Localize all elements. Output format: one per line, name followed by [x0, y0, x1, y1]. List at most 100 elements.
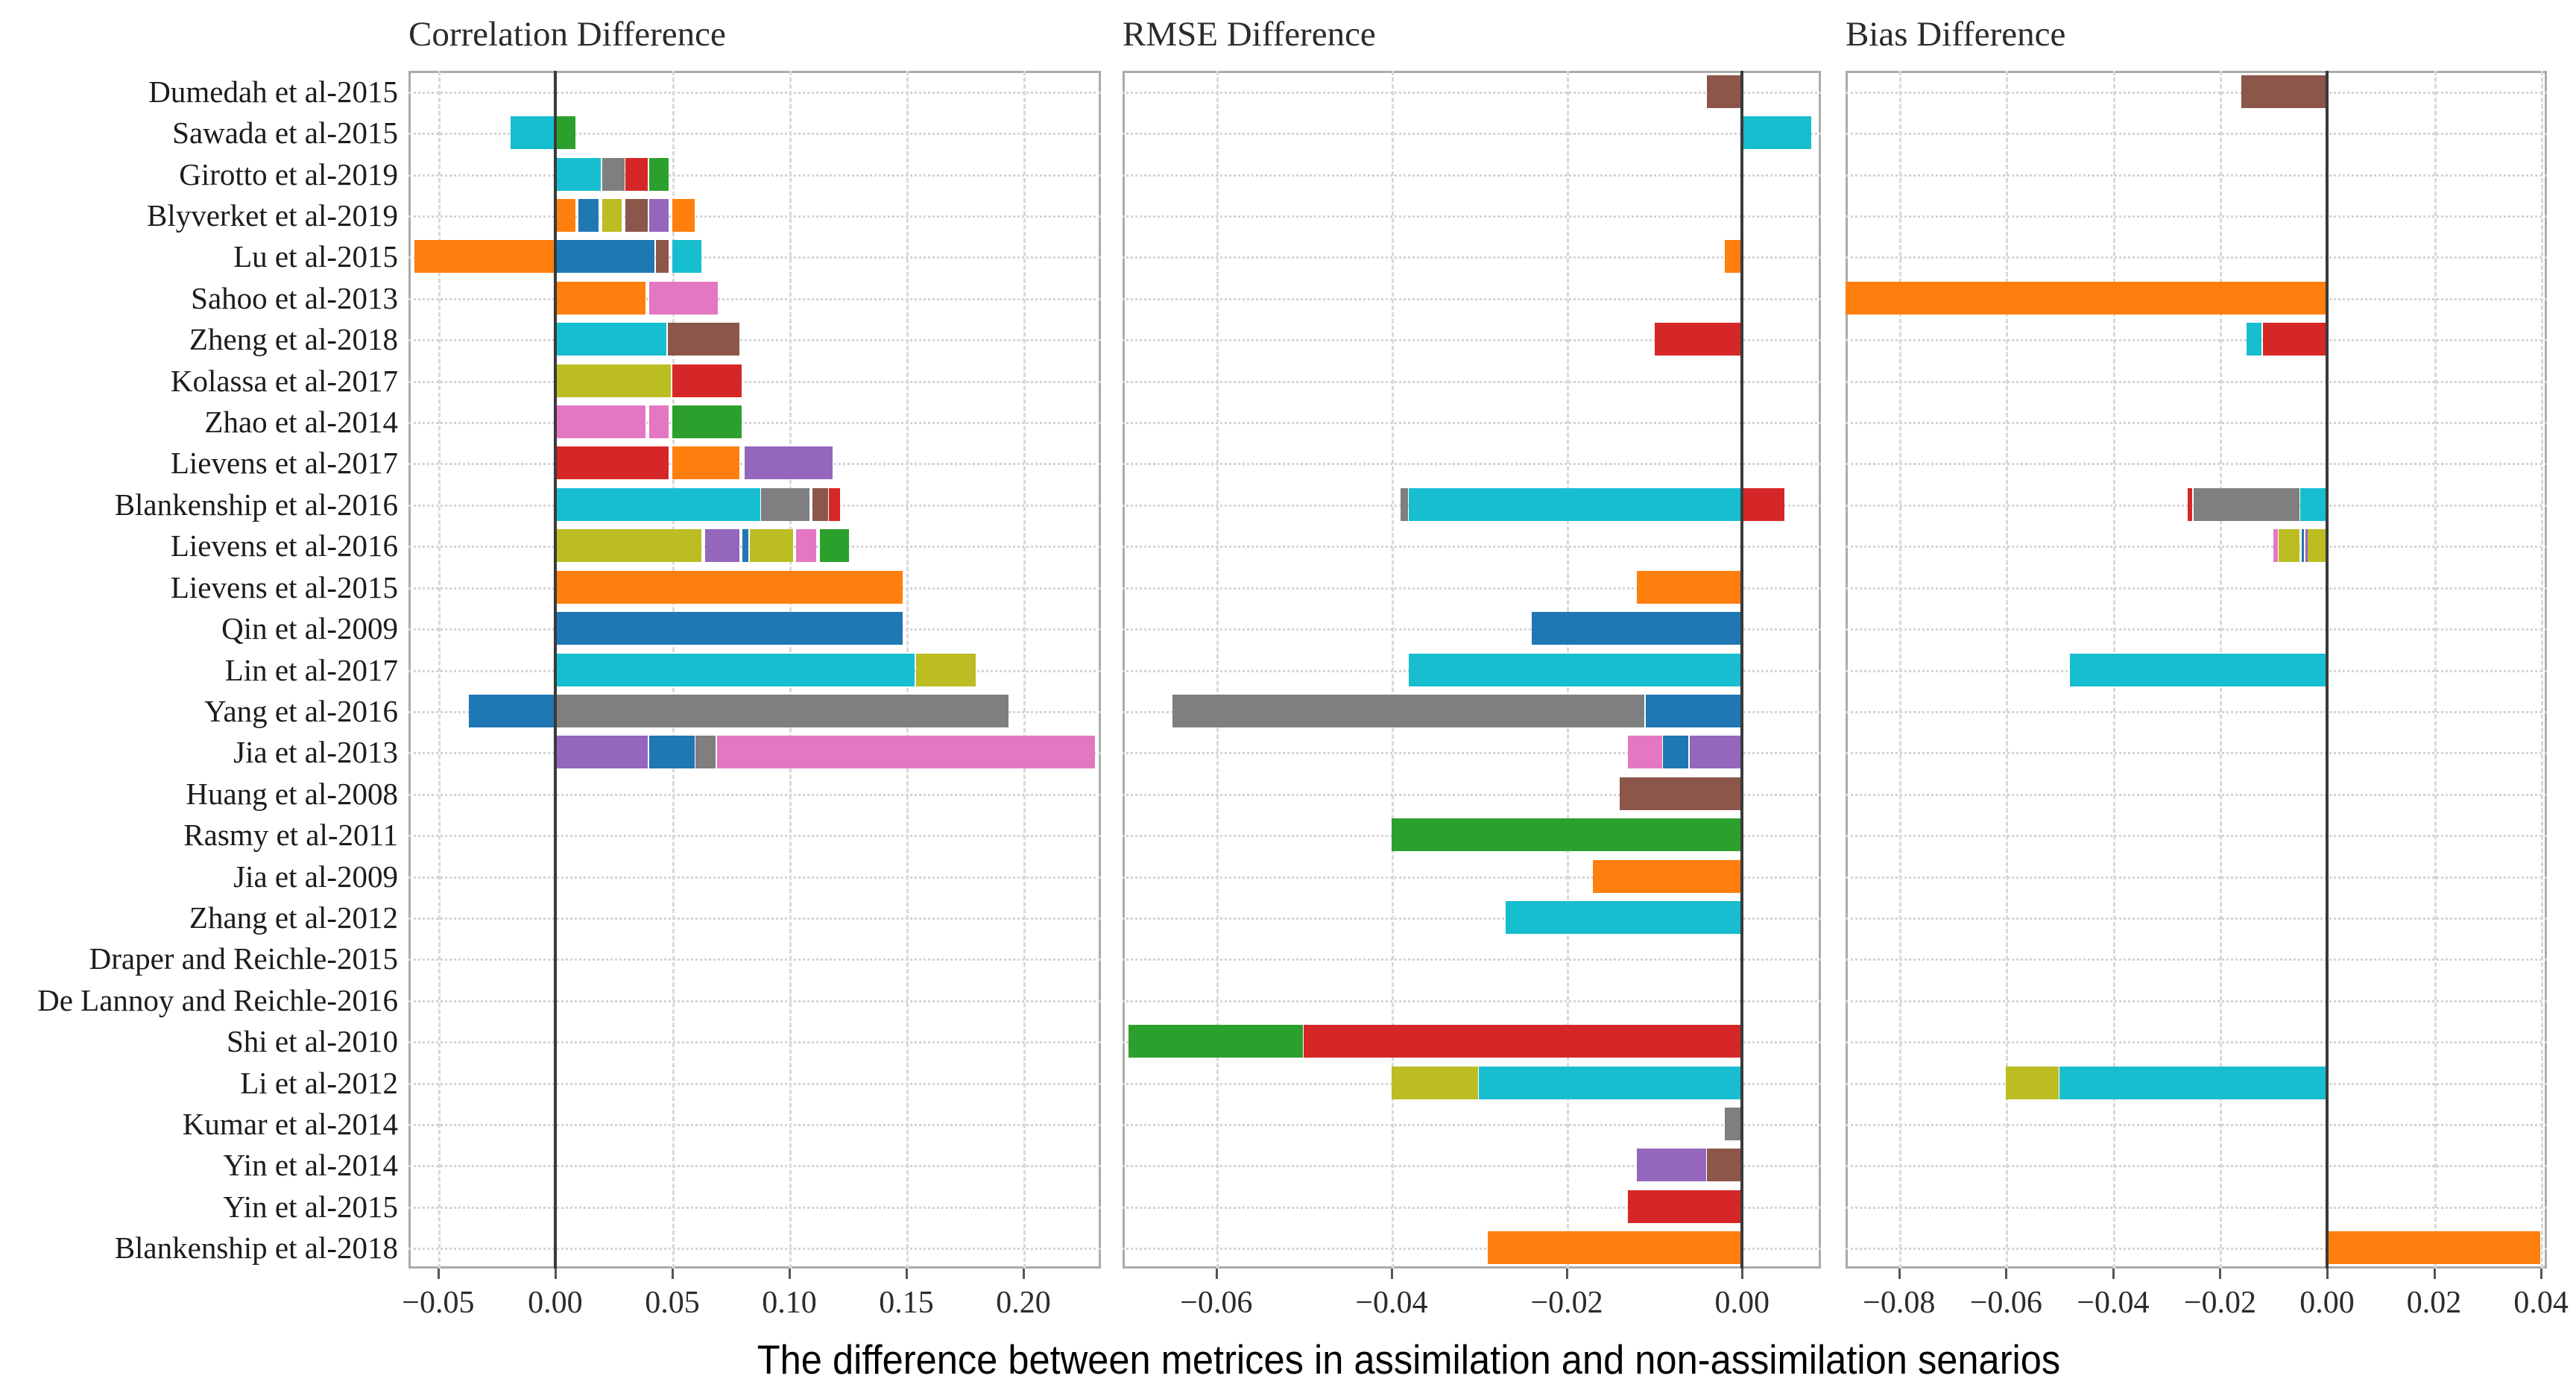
y-axis-label: Yang et al-2016: [203, 693, 398, 728]
bar-segment-correlation: [602, 198, 622, 232]
zero-line: [1740, 71, 1744, 1269]
row-gridline: [408, 1206, 1101, 1209]
row-gridline: [408, 380, 1101, 383]
row-gridline: [1123, 999, 1821, 1002]
bar-segment-correlation: [672, 198, 695, 232]
bar-segment-rmse: [1128, 1025, 1303, 1058]
row-gridline: [408, 835, 1101, 838]
bar-segment-rmse: [1391, 818, 1741, 852]
y-axis-label: Jia et al-2013: [233, 735, 398, 770]
bar-segment-bias: [2070, 653, 2326, 686]
row-gridline: [1846, 710, 2547, 713]
row-gridline: [408, 1082, 1101, 1085]
x-gridline: [2006, 71, 2009, 1269]
row-gridline: [1123, 133, 1821, 136]
x-tick-mark: [906, 1269, 908, 1279]
x-tick-mark: [1566, 1269, 1569, 1279]
bar-segment-correlation: [648, 198, 669, 232]
y-axis-label: Kumar et al-2014: [182, 1107, 398, 1142]
bar-segment-correlation: [812, 487, 828, 521]
x-tick-mark: [1741, 1269, 1744, 1279]
x-tick-label: −0.04: [2077, 1286, 2150, 1320]
row-gridline: [408, 917, 1101, 920]
bar-segment-bias: [1846, 281, 2326, 315]
row-gridline: [1123, 1248, 1821, 1251]
x-gridline: [1216, 71, 1219, 1269]
y-axis-label: Blyverket et al-2019: [146, 198, 398, 233]
x-tick-label: 0.05: [645, 1286, 700, 1320]
x-tick-mark: [1898, 1269, 1901, 1279]
row-gridline: [408, 958, 1101, 961]
x-tick-mark: [788, 1269, 791, 1279]
row-gridline: [1846, 628, 2547, 631]
bar-segment-correlation: [414, 240, 555, 274]
bar-segment-correlation: [555, 240, 655, 274]
y-axis-label: Blankenship et al-2016: [114, 487, 398, 522]
y-axis-label: Yin et al-2015: [223, 1189, 398, 1224]
bar-segment-rmse: [1409, 653, 1741, 686]
bar-segment-bias: [2273, 529, 2278, 563]
row-gridline: [1846, 1124, 2547, 1127]
zero-line: [553, 71, 557, 1269]
y-axis-label: Shi et al-2010: [226, 1024, 398, 1059]
bar-segment-correlation: [555, 157, 602, 191]
x-tick-label: 0.15: [879, 1286, 934, 1320]
bar-segment-rmse: [1172, 694, 1645, 727]
x-gridline: [2541, 71, 2544, 1269]
row-gridline: [1846, 463, 2547, 466]
row-gridline: [408, 339, 1101, 342]
x-tick-label: 0.20: [996, 1286, 1051, 1320]
row-gridline: [1846, 133, 2547, 136]
y-axis-label: Li et al-2012: [240, 1065, 398, 1100]
row-gridline: [1846, 958, 2547, 961]
bar-segment-correlation: [555, 570, 903, 604]
row-gridline: [1123, 876, 1821, 879]
bar-segment-bias: [2059, 1066, 2326, 1099]
bar-segment-correlation: [672, 405, 742, 439]
bar-segment-correlation: [578, 198, 599, 232]
x-tick-mark: [2326, 1269, 2329, 1279]
x-tick-label: −0.08: [1863, 1286, 1936, 1320]
row-gridline: [1846, 1248, 2547, 1251]
row-gridline: [1846, 752, 2547, 755]
row-gridline: [1123, 1165, 1821, 1168]
row-gridline: [1846, 876, 2547, 879]
x-tick-mark: [2005, 1269, 2008, 1279]
x-tick-mark: [1215, 1269, 1218, 1279]
x-tick-mark: [2112, 1269, 2115, 1279]
bar-segment-correlation: [796, 529, 817, 563]
bar-segment-correlation: [829, 487, 840, 521]
row-gridline: [1123, 91, 1821, 94]
bar-segment-rmse: [1400, 487, 1408, 521]
row-gridline: [408, 876, 1101, 879]
bar-segment-correlation: [602, 157, 625, 191]
bar-segment-correlation: [648, 736, 695, 769]
y-axis-label: Lievens et al-2015: [170, 569, 398, 604]
bar-segment-bias: [2241, 75, 2326, 108]
row-gridline: [1123, 380, 1821, 383]
x-tick-mark: [671, 1269, 674, 1279]
row-gridline: [1846, 1165, 2547, 1168]
row-gridline: [1123, 297, 1821, 300]
bar-segment-correlation: [555, 405, 645, 439]
bar-segment-bias: [2326, 1231, 2540, 1265]
row-gridline: [1123, 174, 1821, 177]
x-tick-label: −0.06: [1969, 1286, 2042, 1320]
x-tick-label: 0.02: [2406, 1286, 2462, 1320]
y-axis-label: Qin et al-2009: [221, 611, 398, 646]
row-gridline: [408, 1165, 1101, 1168]
x-tick-label: 0.00: [1714, 1286, 1770, 1320]
bar-segment-correlation: [648, 281, 719, 315]
bar-segment-correlation: [625, 157, 648, 191]
x-tick-label: 0.10: [762, 1286, 817, 1320]
row-gridline: [1846, 174, 2547, 177]
bar-segment-correlation: [555, 736, 648, 769]
y-axis-label: Zhao et al-2014: [204, 405, 398, 440]
bar-segment-rmse: [1663, 736, 1689, 769]
y-axis-label: Sawada et al-2015: [172, 116, 398, 151]
y-axis-label: Dumedah et al-2015: [148, 74, 398, 109]
x-tick-mark: [2540, 1269, 2543, 1279]
row-gridline: [408, 999, 1101, 1002]
x-tick-mark: [2219, 1269, 2222, 1279]
y-axis-label: Kolassa et al-2017: [170, 363, 398, 398]
